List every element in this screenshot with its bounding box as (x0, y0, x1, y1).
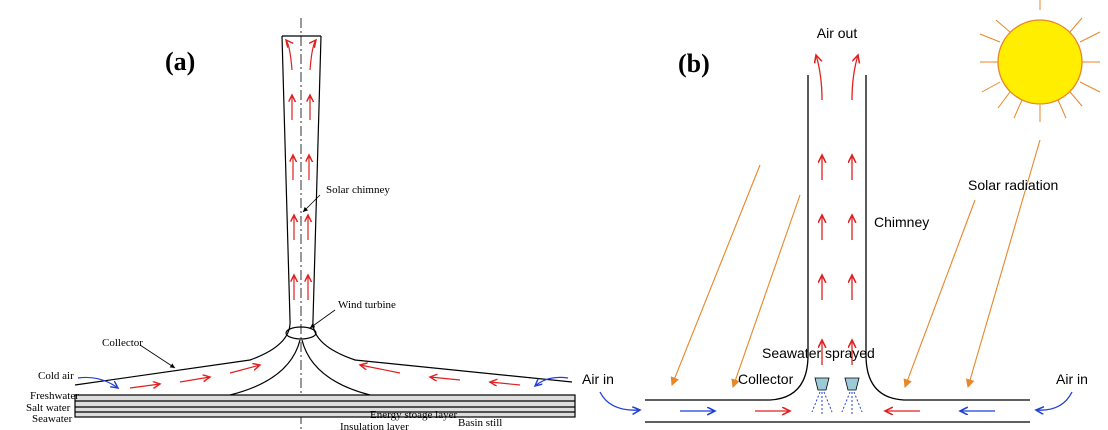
label: Energy stoage layer (370, 409, 457, 421)
label: Solar chimney (326, 184, 390, 196)
label: Collector (102, 337, 143, 349)
label: Seawater (32, 413, 73, 425)
label: Cold air (38, 370, 74, 382)
panel-label: (a) (165, 47, 195, 76)
label: Freshwater (30, 390, 79, 402)
label: Wind turbine (338, 299, 396, 311)
label: Air out (817, 25, 858, 41)
label: Insulation layer (340, 421, 409, 430)
label: Solar radiation (968, 177, 1058, 193)
diagram: (a) Solar chimney Wind turbine Collector… (0, 0, 1108, 430)
label: Air in (582, 371, 614, 387)
label: Basin still (458, 417, 502, 429)
label: Collector (738, 371, 794, 387)
panel-label: (b) (678, 49, 710, 78)
label: Seawater sprayed (762, 345, 875, 361)
label: Chimney (874, 214, 929, 230)
label: Air in (1056, 371, 1088, 387)
panel-a (75, 18, 575, 430)
